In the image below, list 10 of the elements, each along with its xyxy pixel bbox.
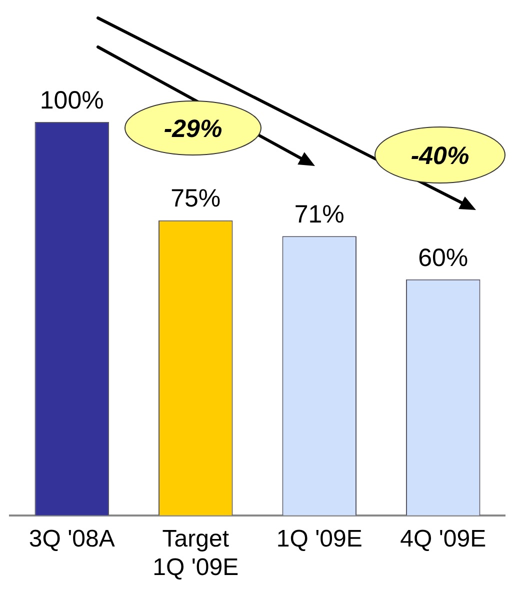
- data-label: 100%: [40, 86, 104, 114]
- data-label: 75%: [170, 184, 221, 213]
- annotation: -29%: [164, 115, 222, 143]
- x-tick-label: Target 1Q '09E: [152, 525, 239, 582]
- data-label: 60%: [418, 244, 468, 272]
- x-tick-label: 4Q '09E: [400, 525, 486, 552]
- annotation: -40%: [410, 142, 470, 170]
- x-tick-label: 1Q '09E: [276, 525, 362, 552]
- data-label: 71%: [294, 200, 344, 228]
- x-tick-label: 3Q '08A: [28, 525, 115, 552]
